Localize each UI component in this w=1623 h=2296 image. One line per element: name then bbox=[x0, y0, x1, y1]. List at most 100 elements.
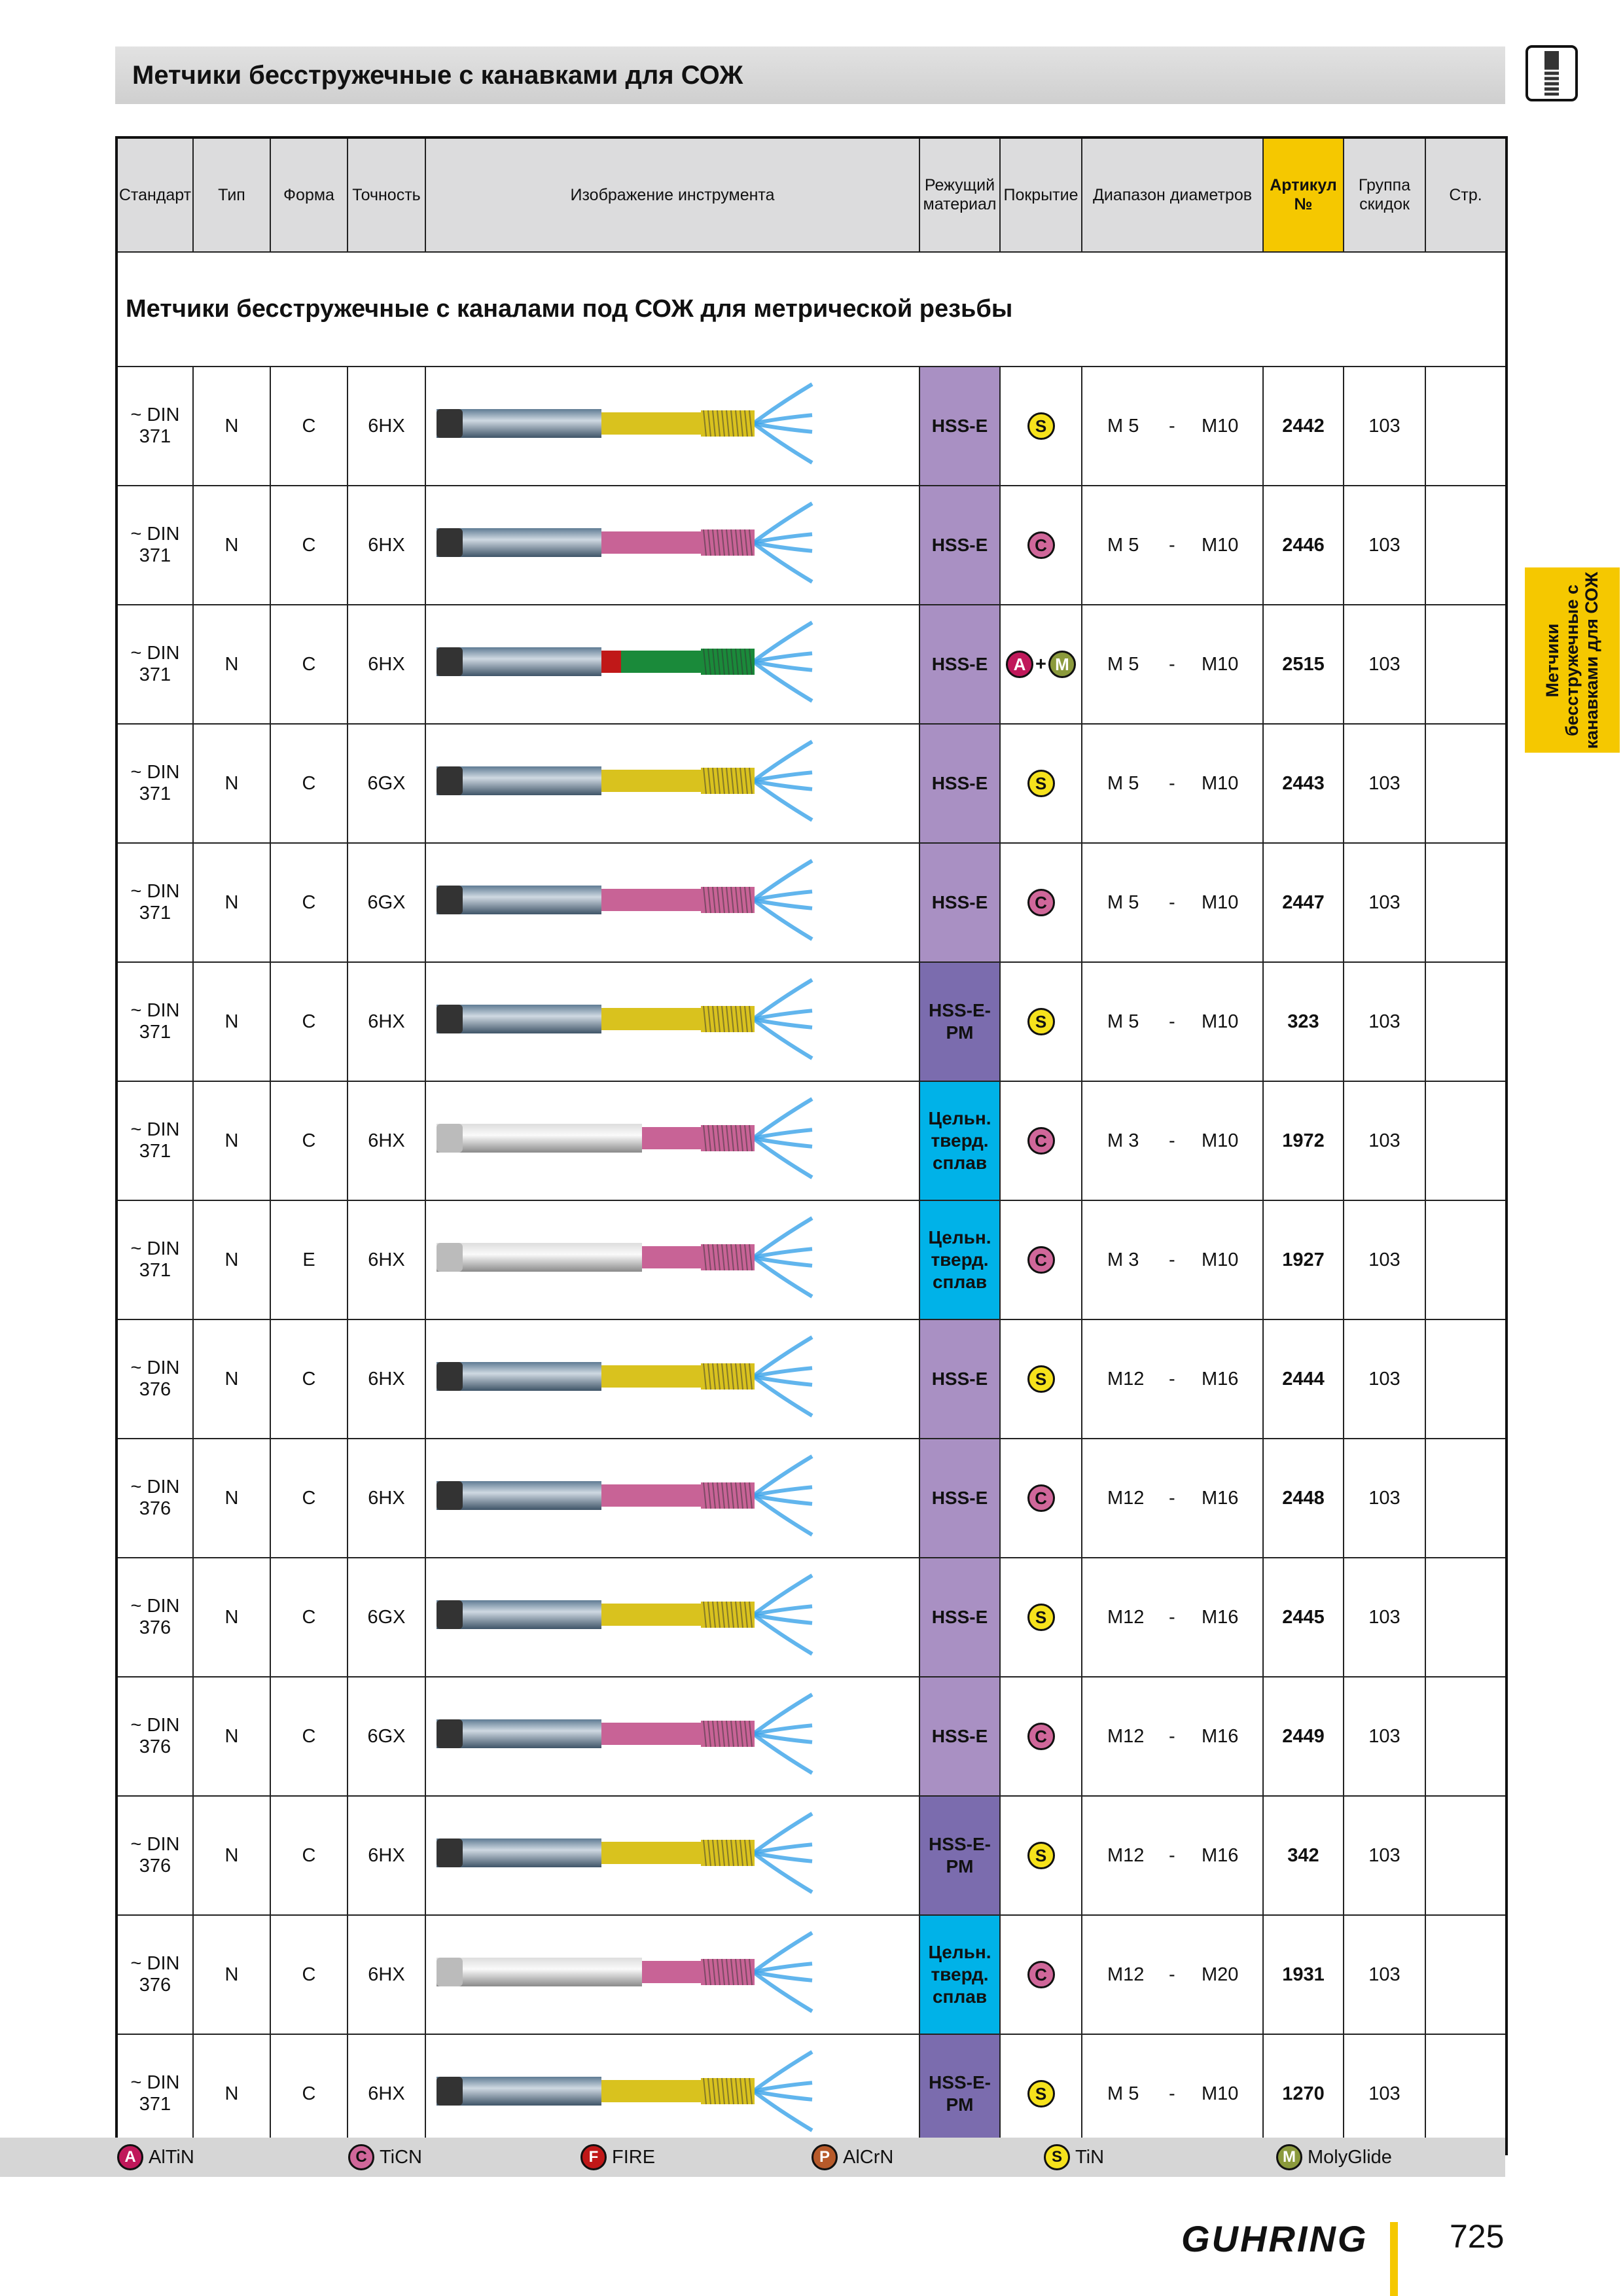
article-cell: 1972 bbox=[1262, 1081, 1344, 1201]
form-cell: C bbox=[270, 1081, 348, 1201]
range: M 5 - M10 bbox=[1083, 1009, 1262, 1035]
range-to: M16 bbox=[1202, 1369, 1239, 1390]
form-cell: C bbox=[270, 604, 348, 725]
range-cell: M 5 - M10 bbox=[1081, 2034, 1264, 2155]
legend-icon: C bbox=[348, 2144, 374, 2170]
tool-image bbox=[437, 978, 813, 1060]
range-to: M10 bbox=[1202, 773, 1239, 794]
article-cell: 2447 bbox=[1262, 842, 1344, 963]
legend-icon: P bbox=[812, 2144, 838, 2170]
page-cell bbox=[1425, 1676, 1507, 1797]
brand-bar bbox=[1390, 2222, 1398, 2296]
material-cell: HSS-E-PM bbox=[919, 2034, 1001, 2155]
article-cell: 2449 bbox=[1262, 1676, 1344, 1797]
tool-image bbox=[437, 1931, 813, 2013]
standard-cell: ~ DIN 371 bbox=[116, 366, 194, 486]
tool-image-cell bbox=[425, 1914, 920, 2035]
page-cell bbox=[1425, 1200, 1507, 1320]
group-cell: 103 bbox=[1343, 485, 1426, 605]
type-cell: N bbox=[192, 842, 271, 963]
coating: C bbox=[1001, 1723, 1080, 1750]
coating-cell: C bbox=[999, 1200, 1082, 1320]
product-row: ~ DIN 371 N E 6HX Цельн. тверд. сплав C M 3 - M1… bbox=[116, 1200, 1507, 1320]
form-cell: C bbox=[270, 961, 348, 1082]
accuracy-cell: 6GX bbox=[347, 842, 426, 963]
range-to: M16 bbox=[1202, 1607, 1239, 1628]
range-from: M12 bbox=[1107, 1488, 1145, 1509]
range-separator: - bbox=[1169, 535, 1175, 556]
range-to: M16 bbox=[1202, 1488, 1239, 1509]
group-cell: 103 bbox=[1343, 723, 1426, 844]
coating: C bbox=[1001, 889, 1080, 916]
coating-icon: S bbox=[1027, 2080, 1055, 2108]
article-cell: 323 bbox=[1262, 961, 1344, 1082]
coating-cell: S bbox=[999, 366, 1082, 486]
range-cell: M 3 - M10 bbox=[1081, 1200, 1264, 1320]
article-cell: 2444 bbox=[1262, 1319, 1344, 1439]
range: M 5 - M10 bbox=[1083, 532, 1262, 558]
form-cell: C bbox=[270, 1557, 348, 1677]
page-cell bbox=[1425, 485, 1507, 605]
coating-icon: C bbox=[1027, 531, 1055, 559]
range-separator: - bbox=[1169, 416, 1175, 437]
range-cell: M 5 - M10 bbox=[1081, 366, 1264, 486]
standard-cell: ~ DIN 371 bbox=[116, 723, 194, 844]
coating-plus: + bbox=[1035, 653, 1046, 675]
accuracy-cell: 6HX bbox=[347, 2034, 426, 2155]
range: M12 - M16 bbox=[1083, 1842, 1262, 1869]
range-separator: - bbox=[1169, 1369, 1175, 1390]
range-cell: M12 - M16 bbox=[1081, 1795, 1264, 1916]
product-row: ~ DIN 376 N C 6HX Цельн. тверд. сплав C M12- M2… bbox=[116, 1914, 1507, 2035]
standard-cell: ~ DIN 376 bbox=[116, 1914, 194, 2035]
range-separator: - bbox=[1169, 1011, 1175, 1032]
tool-image-cell bbox=[425, 2034, 920, 2155]
coating-icon: C bbox=[1027, 889, 1055, 916]
range-to: M10 bbox=[1202, 416, 1239, 437]
product-row: ~ DIN 371 N C 6HX HSS-E A + M M 5 - M10 2515 103 bbox=[116, 604, 1507, 725]
coating-cell: C bbox=[999, 1438, 1082, 1558]
material-cell: Цельн. тверд. сплав bbox=[919, 1914, 1001, 2035]
page-cell bbox=[1425, 1557, 1507, 1677]
range-cell: M 3 - M10 bbox=[1081, 1081, 1264, 1201]
tool-image bbox=[437, 1216, 813, 1299]
group-cell: 103 bbox=[1343, 1438, 1426, 1558]
form-cell: C bbox=[270, 366, 348, 486]
tool-image bbox=[437, 1454, 813, 1537]
legend-item: A AlTiN bbox=[117, 2144, 194, 2170]
range-separator: - bbox=[1169, 1249, 1175, 1270]
product-row: ~ DIN 371 N C 6HX HSS-E S M 5 - M10 2442 103 bbox=[116, 366, 1507, 486]
form-cell: C bbox=[270, 1676, 348, 1797]
form-cell: C bbox=[270, 1914, 348, 2035]
product-row: ~ DIN 371 N C 6HX HSS-E-PM S M 5 - M10 1270 103 bbox=[116, 2034, 1507, 2155]
legend-item: S TiN bbox=[1044, 2144, 1104, 2170]
accuracy-cell: 6HX bbox=[347, 1200, 426, 1320]
group-cell: 103 bbox=[1343, 842, 1426, 963]
form-cell: C bbox=[270, 485, 348, 605]
coating-cell: C bbox=[999, 485, 1082, 605]
tool-image-cell bbox=[425, 1676, 920, 1797]
material-cell: Цельн. тверд. сплав bbox=[919, 1081, 1001, 1201]
article-cell: 342 bbox=[1262, 1795, 1344, 1916]
accuracy-cell: 6HX bbox=[347, 1438, 426, 1558]
column-header: Форма bbox=[270, 137, 348, 253]
material-cell: HSS-E bbox=[919, 1676, 1001, 1797]
range-cell: M12 - M20 bbox=[1081, 1914, 1264, 2035]
article-cell: 2443 bbox=[1262, 723, 1344, 844]
article-cell: 1270 bbox=[1262, 2034, 1344, 2155]
coating-cell: S bbox=[999, 2034, 1082, 2155]
brand: GUHRING bbox=[1181, 2218, 1368, 2259]
legend-icon: M bbox=[1276, 2144, 1302, 2170]
group-cell: 103 bbox=[1343, 961, 1426, 1082]
range-cell: M12 - M16 bbox=[1081, 1319, 1264, 1439]
coating-icon: C bbox=[1027, 1961, 1055, 1988]
range-to: M16 bbox=[1202, 1726, 1239, 1747]
range-from: M 5 bbox=[1107, 1011, 1139, 1032]
side-tab-text: Метчики бесстружечные с канавками для СО… bbox=[1543, 571, 1601, 749]
coating-cell: S bbox=[999, 1319, 1082, 1439]
coating: S bbox=[1001, 1365, 1080, 1393]
type-cell: N bbox=[192, 961, 271, 1082]
column-header: Артикул № bbox=[1262, 137, 1344, 253]
legend-item: M MolyGlide bbox=[1276, 2144, 1392, 2170]
tool-image bbox=[437, 501, 813, 584]
type-cell: N bbox=[192, 1438, 271, 1558]
